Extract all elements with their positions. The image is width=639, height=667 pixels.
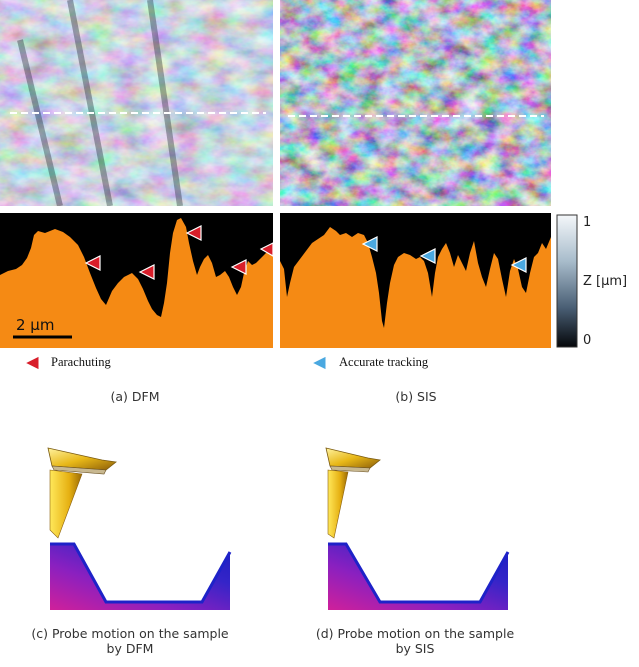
caption-a: (a) DFM: [110, 389, 160, 404]
colorbar-max-label: 1: [583, 215, 592, 230]
tracking-legend-icon: [311, 355, 327, 371]
caption-c-line1: (c) Probe motion on the sample: [31, 626, 229, 641]
caption-c-line2: by DFM: [106, 641, 154, 656]
sample-trench: [328, 544, 508, 610]
colorbar: [556, 214, 578, 348]
colorbar-min-label: 0: [583, 333, 592, 348]
sample-trench: [50, 544, 230, 610]
parachuting-marker: [185, 225, 202, 241]
tracking-legend-label: Accurate tracking: [339, 355, 429, 369]
profile-fill-sis: [280, 227, 551, 348]
profile-fill-dfm: [0, 218, 273, 348]
parachuting-legend-label: Parachuting: [51, 355, 111, 369]
caption-d-line1: (d) Probe motion on the sample: [315, 626, 515, 641]
caption-c: (c) Probe motion on the sample by DFM: [0, 626, 260, 656]
parachuting-marker: [138, 264, 155, 280]
afm-image-sis: [280, 0, 551, 206]
height-profile-dfm: [0, 213, 273, 348]
probe-diagram-sis: [325, 447, 510, 610]
caption-b: (b) SIS: [395, 389, 437, 404]
parachuting-marker: [259, 242, 273, 257]
parachuting-marker: [84, 255, 101, 271]
tracking-marker: [361, 236, 378, 252]
parachuting-marker: [230, 259, 247, 275]
caption-d: (d) Probe motion on the sample by SIS: [285, 626, 545, 656]
tracking-marker: [419, 248, 436, 264]
tracking-marker: [510, 257, 527, 273]
height-profile-sis: [280, 213, 551, 348]
afm-image-dfm: [0, 0, 273, 206]
parachuting-legend-icon: [24, 355, 40, 371]
colorbar-axis-label: Z [µm]: [583, 274, 628, 289]
caption-d-line2: by SIS: [395, 641, 435, 656]
scale-bar-label: 2 µm: [16, 316, 55, 334]
probe-diagram-dfm: [47, 447, 232, 610]
